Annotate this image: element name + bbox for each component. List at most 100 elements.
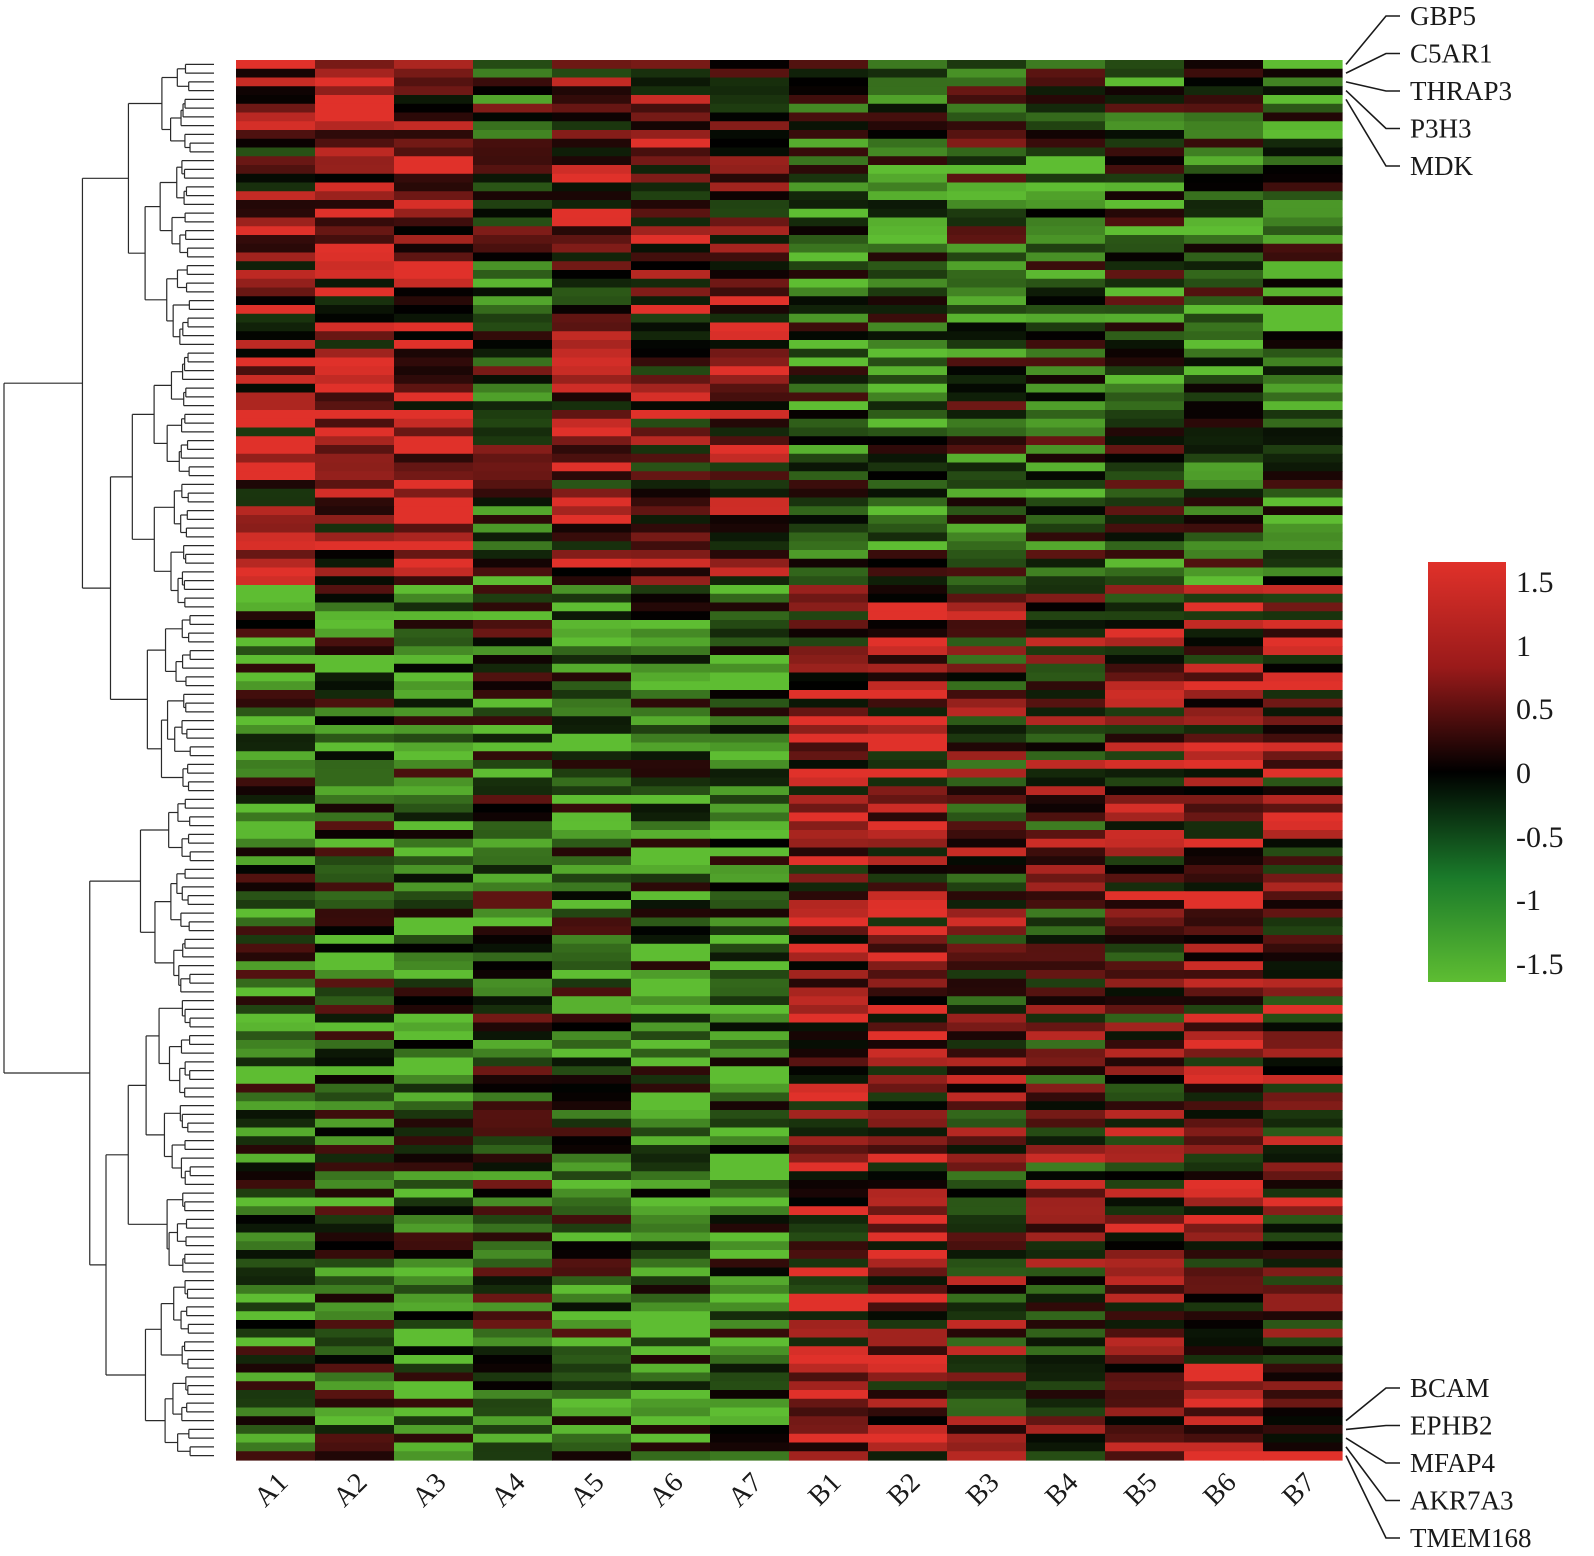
heatmap-cell (1105, 453, 1185, 464)
heatmap-cell (473, 1337, 553, 1347)
heatmap-cell (868, 138, 948, 149)
heatmap-cell (868, 550, 948, 560)
heatmap-cell (710, 1363, 790, 1374)
heatmap-cell (1263, 821, 1343, 831)
heatmap-cell (473, 471, 553, 481)
heatmap-cell (473, 480, 553, 490)
heatmap-cell (394, 1451, 474, 1461)
heatmap-cell (789, 1293, 869, 1304)
heatmap-cell (552, 550, 632, 560)
heatmap-cell (710, 865, 790, 875)
heatmap-cell (236, 847, 316, 857)
heatmap-cell (1105, 445, 1185, 455)
heatmap-cell (789, 1363, 869, 1374)
heatmap-cell (1026, 497, 1106, 507)
heatmap-cell (1026, 585, 1106, 595)
heatmap-cell (236, 637, 316, 647)
heatmap-cell (236, 436, 316, 446)
heatmap-cell (1105, 611, 1185, 621)
heatmap-cell (789, 121, 869, 131)
heatmap-cell (947, 77, 1027, 87)
heatmap-cell (236, 1171, 316, 1181)
heatmap-cell (947, 961, 1027, 971)
heatmap-cell (947, 943, 1027, 954)
heatmap-cell (631, 996, 711, 1006)
heatmap-cell (789, 637, 869, 647)
heatmap-cell (315, 996, 395, 1006)
heatmap-cell (868, 1293, 948, 1304)
heatmap-cell (473, 1302, 553, 1312)
heatmap-cell (1184, 655, 1264, 665)
heatmap-cell (236, 541, 316, 551)
heatmap-cell (552, 681, 632, 691)
heatmap-cell (1263, 1136, 1343, 1146)
heatmap-cell (1184, 1285, 1264, 1295)
heatmap-cell (236, 1180, 316, 1190)
heatmap-cell (1026, 760, 1106, 770)
heatmap-cell (947, 532, 1027, 542)
heatmap-cell (789, 226, 869, 236)
heatmap-cell (552, 856, 632, 866)
heatmap-cell (315, 1337, 395, 1347)
heatmap-cell (631, 1215, 711, 1225)
heatmap-cell (236, 760, 316, 770)
heatmap-cell (947, 226, 1027, 236)
heatmap-cell (473, 576, 553, 586)
heatmap-cell (552, 1048, 632, 1059)
heatmap-cell (473, 95, 553, 105)
heatmap-cell (1105, 978, 1185, 989)
heatmap-cell (1026, 401, 1106, 411)
heatmap-cell (315, 1040, 395, 1050)
heatmap-cell (236, 252, 316, 262)
heatmap-cell (236, 970, 316, 980)
heatmap-cell (1184, 427, 1264, 437)
heatmap-cell (315, 1302, 395, 1312)
heatmap-cell (315, 1311, 395, 1321)
heatmap-cell (236, 208, 316, 219)
heatmap-cell (789, 523, 869, 534)
heatmap-cell (1026, 1390, 1106, 1400)
heatmap-cell (789, 1355, 869, 1365)
heatmap-cell (868, 410, 948, 420)
heatmap-cell (236, 611, 316, 621)
gene-leader-line (1345, 1437, 1400, 1464)
heatmap-cell (315, 838, 395, 849)
heatmap-cell (552, 182, 632, 192)
heatmap-cell (315, 86, 395, 96)
heatmap-cell (473, 375, 553, 385)
heatmap-cell (710, 541, 790, 551)
heatmap-cell (1263, 1145, 1343, 1155)
heatmap-cell (868, 952, 948, 962)
heatmap-cell (315, 191, 395, 201)
heatmap-cell (1184, 830, 1264, 840)
heatmap-cell (315, 1197, 395, 1207)
heatmap-cell (394, 68, 474, 79)
heatmap-cell (473, 1311, 553, 1321)
heatmap-cell (552, 882, 632, 892)
heatmap-cell (394, 830, 474, 840)
heatmap-cell (947, 1180, 1027, 1190)
heatmap-cell (1026, 900, 1106, 910)
heatmap-cell (236, 1451, 316, 1461)
heatmap-cell (1105, 138, 1185, 149)
heatmap-cell (947, 567, 1027, 577)
heatmap-cell (236, 497, 316, 507)
heatmap-cell (1026, 830, 1106, 840)
heatmap-cell (631, 926, 711, 936)
heatmap-cell (1184, 515, 1264, 525)
heatmap-cell (1026, 1346, 1106, 1356)
heatmap-cell (947, 488, 1027, 499)
heatmap-cell (1263, 900, 1343, 910)
heatmap-cell (789, 1267, 869, 1277)
heatmap-cell (631, 261, 711, 271)
heatmap-cell (631, 1276, 711, 1286)
heatmap-cell (947, 1276, 1027, 1286)
heatmap-cell (710, 1031, 790, 1041)
heatmap-cell (868, 1127, 948, 1137)
heatmap-cell (947, 130, 1027, 140)
heatmap-cell (631, 523, 711, 534)
heatmap-cell (1184, 698, 1264, 709)
heatmap-cell (710, 1241, 790, 1251)
heatmap-cell (1184, 392, 1264, 402)
heatmap-cell (315, 165, 395, 175)
